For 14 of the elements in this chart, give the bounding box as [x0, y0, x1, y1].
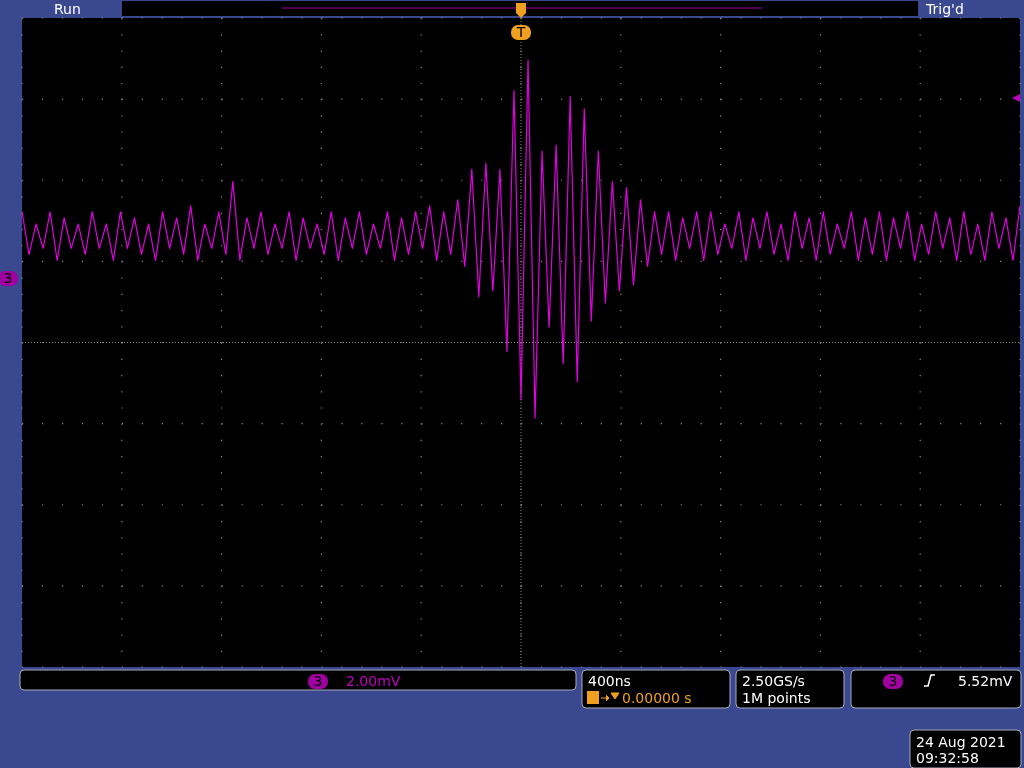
text: 3 [888, 673, 898, 689]
text: T [515, 24, 526, 40]
text: 3 [313, 673, 323, 689]
text: 400ns [588, 673, 631, 689]
text: 2.50GS/s [742, 673, 805, 689]
text: 24 Aug 2021 [916, 734, 1006, 750]
text: 0.00000 s [622, 690, 692, 706]
text: 2.00mV [346, 673, 401, 689]
text: 5.52mV [958, 673, 1013, 689]
text: Run [54, 1, 81, 17]
text: 1M points [742, 690, 811, 706]
text: 3 [3, 270, 13, 286]
text: 09:32:58 [916, 750, 979, 766]
text: Trig'd [925, 1, 964, 17]
